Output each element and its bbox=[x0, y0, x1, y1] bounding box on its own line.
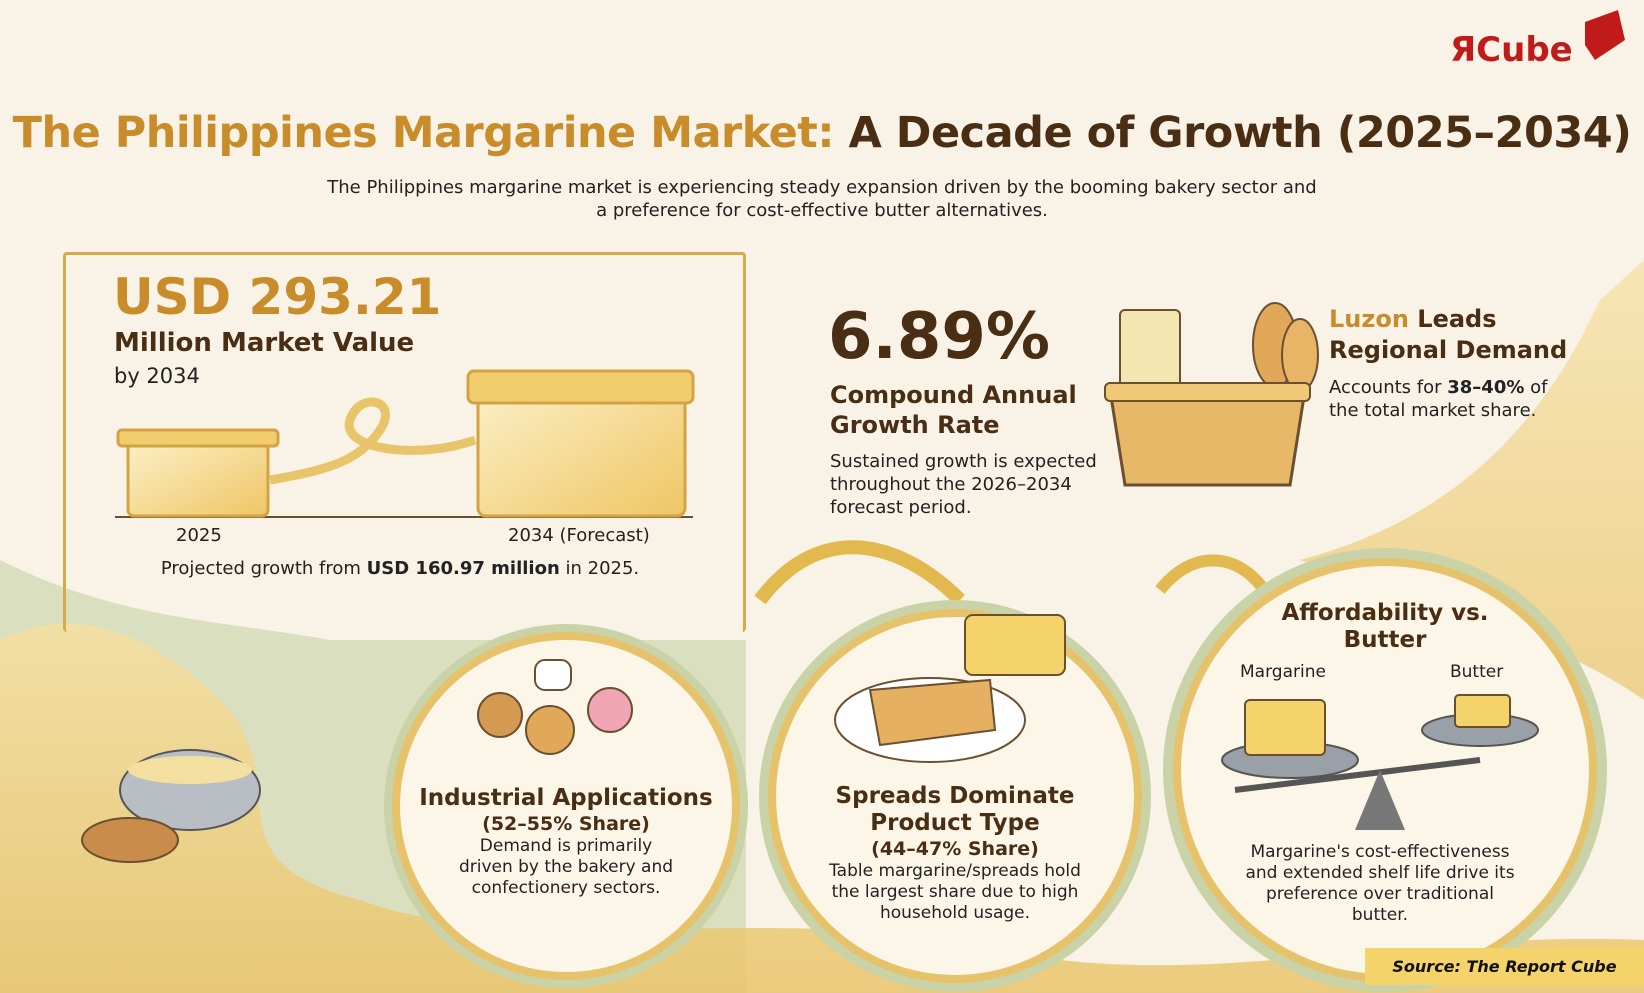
affordability-card: Affordability vs. Butter bbox=[1270, 600, 1500, 654]
affordability-title: Affordability vs. Butter bbox=[1281, 600, 1489, 653]
margarine-label: Margarine bbox=[1240, 662, 1326, 682]
market-value-label: Million Market Value bbox=[114, 328, 415, 358]
circle-industrial bbox=[384, 624, 748, 988]
cagr-label: Compound Annual Growth Rate bbox=[830, 381, 1077, 439]
region-description: Accounts for 38–40% of the total market … bbox=[1329, 376, 1559, 422]
page-subtitle: The Philippines margarine market is expe… bbox=[327, 177, 1317, 221]
logo: ЯCube bbox=[1450, 30, 1573, 70]
spreads-description: Table margarine/spreads hold the largest… bbox=[829, 861, 1081, 923]
spreads-title: Spreads Dominate Product Type bbox=[835, 783, 1075, 836]
region-desc-prefix: Accounts for bbox=[1329, 377, 1448, 398]
region-title-line2: Regional Demand bbox=[1329, 336, 1568, 364]
title-part2: A Decade of Growth (2025–2034) bbox=[848, 108, 1632, 158]
logo-text: ЯCube bbox=[1450, 30, 1573, 70]
projected-growth-note: Projected growth from USD 160.97 million… bbox=[100, 558, 700, 579]
cagr-value: 6.89% bbox=[828, 300, 1051, 374]
butter-label: Butter bbox=[1450, 662, 1504, 682]
region-title: Luzon Leads Regional Demand bbox=[1329, 304, 1567, 366]
title-part1: The Philippines Margarine Market: bbox=[12, 108, 835, 158]
bar-label-2025: 2025 bbox=[176, 525, 222, 546]
note-bold: USD 160.97 million bbox=[366, 558, 560, 579]
region-highlight: Luzon bbox=[1329, 305, 1409, 333]
note-prefix: Projected growth from bbox=[160, 558, 367, 579]
region-desc-suffix: of the total market share. bbox=[1329, 377, 1548, 421]
industrial-share: (52–55% Share) bbox=[482, 813, 650, 835]
region-desc-bold: 38–40% bbox=[1447, 377, 1525, 398]
industrial-description: Demand is primarily driven by the bakery… bbox=[458, 836, 674, 898]
market-value-year: by 2034 bbox=[114, 364, 200, 388]
affordability-description: Margarine's cost-effectiveness and exten… bbox=[1245, 842, 1515, 925]
region-title-rest: Leads bbox=[1408, 305, 1497, 333]
market-value-panel bbox=[63, 252, 746, 632]
spreads-share: (44–47% Share) bbox=[871, 838, 1039, 860]
page-title: The Philippines Margarine Market: A Deca… bbox=[0, 108, 1644, 158]
industrial-applications-card: Industrial Applications (52–55% Share) D… bbox=[406, 785, 726, 899]
note-suffix: in 2025. bbox=[559, 558, 640, 579]
source-label: Source: The Report Cube bbox=[1365, 948, 1644, 985]
bar-label-2034: 2034 (Forecast) bbox=[508, 525, 650, 546]
basket-icon bbox=[1104, 302, 1319, 487]
cagr-description: Sustained growth is expected throughout … bbox=[830, 451, 1097, 518]
spreads-card: Spreads Dominate Product Type (44–47% Sh… bbox=[815, 783, 1095, 924]
industrial-title: Industrial Applications bbox=[419, 785, 713, 811]
market-value: USD 293.21 bbox=[113, 268, 442, 326]
